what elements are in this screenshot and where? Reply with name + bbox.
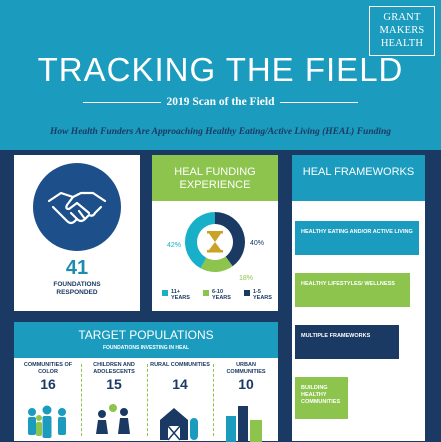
target-populations-header: TARGET POPULATIONS FOUNDATIONS INVESTING… [14,322,278,358]
foundations-panel: 41 FOUNDATIONS RESPONDED [14,155,140,311]
column-divider [213,364,214,436]
legend-swatch [162,290,168,296]
logo-line: GRANT [383,12,421,23]
page-tagline: How Health Funders Are Approaching Healt… [49,127,392,137]
subtitle-rule-right [280,101,359,103]
target-population-count: 15 [106,376,122,392]
frameworks-title: HEAL FRAMEWORKS [302,166,415,178]
header-band [0,0,441,104]
legend-swatch [203,290,209,296]
handshake-icon [47,191,107,225]
framework-bar: HEALTHY LIFESTYLES/ WELLNESS [295,273,411,307]
target-population-label: CHILDREN AND ADOLESCENTS [93,362,135,375]
legend-swatch [244,290,250,296]
foundations-label: FOUNDATIONS RESPONDED [53,281,101,296]
target-populations-title: TARGET POPULATIONS [78,328,214,342]
funding-experience-header: HEAL FUNDING EXPERIENCE [152,155,278,201]
frameworks-panel: HEAL FRAMEWORKS HEALTHY EATING AND/OR AC… [292,155,425,441]
frameworks-header: HEAL FRAMEWORKS [292,155,425,201]
donut-slice [215,212,245,267]
framework-bar: BUILDING HEALTHY COMMUNITIES [295,377,349,419]
funding-experience-title: HEAL FUNDING EXPERIENCE [174,166,256,191]
target-population-label: URBAN COMMUNITIES [226,362,266,375]
donut-slice [185,212,215,269]
framework-bar: MULTIPLE FRAMEWORKS [295,325,400,359]
hourglass-icon [207,231,223,253]
logo-line: MAKERS [379,25,425,36]
funding-experience-panel: HEAL FUNDING EXPERIENCE 40% 18% 42% 11+ YEA… [152,155,278,311]
donut-value-label: 40% [250,240,264,247]
donut-value-label: 42% [167,242,181,249]
column-divider [81,364,82,436]
legend-label: 1-5 YEARS [253,289,272,301]
grantmakers-logo: GRANT MAKERS HEALTH [369,6,435,56]
framework-bar: HEALTHY EATING AND/OR ACTIVE LIVING [295,221,419,255]
target-population-count: 16 [40,376,56,392]
target-population-count: 10 [238,376,254,392]
subtitle-text: 2019 Scan of the Field [166,96,275,108]
page-subtitle: 2019 Scan of the Field [0,96,441,108]
target-populations-panel: TARGET POPULATIONS FOUNDATIONS INVESTING… [14,322,278,442]
frameworks-bar-chart: HEALTHY EATING AND/OR ACTIVE LIVING HEALT… [292,201,425,441]
legend-label: 6-10 YEARS [212,289,231,301]
target-population-label: RURAL COMMUNITIES [150,362,210,368]
target-population-column: RURAL COMMUNITIES 14 [150,362,210,392]
logo-line: HEALTH [380,38,424,49]
target-population-count: 14 [172,376,188,392]
kids-playing-icon [96,404,130,434]
target-population-label: COMMUNITIES OF COLOR [23,362,73,375]
people-icon [28,405,66,438]
target-population-column: URBAN COMMUNITIES 10 [216,362,276,392]
target-population-column: COMMUNITIES OF COLOR 16 [18,362,78,392]
city-buildings-icon [226,406,262,442]
column-divider [147,364,148,436]
target-population-column: CHILDREN AND ADOLESCENTS 15 [84,362,144,392]
foundations-circle [33,163,121,251]
legend-label: 11+ YEARS [171,289,190,301]
target-populations-subtitle: FOUNDATIONS INVESTING IN HEAL [102,345,190,351]
subtitle-band [0,104,441,150]
foundations-count: 41 [65,257,89,279]
donut-slice [200,256,233,272]
subtitle-rule-left [82,101,161,103]
page-title: TRACKING THE FIELD [37,51,404,88]
funding-experience-donut-chart: 40% 18% 42% 11+ YEARS 6-10 YEARS 1-5 YEARS [162,212,272,301]
donut-value-label: 18% [239,275,253,282]
barn-icon [160,408,198,441]
